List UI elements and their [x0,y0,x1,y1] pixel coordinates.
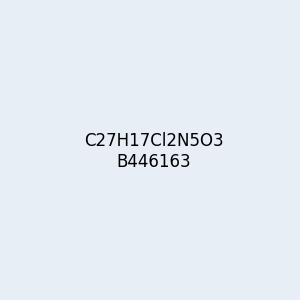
Text: C27H17Cl2N5O3
B446163: C27H17Cl2N5O3 B446163 [84,132,224,171]
